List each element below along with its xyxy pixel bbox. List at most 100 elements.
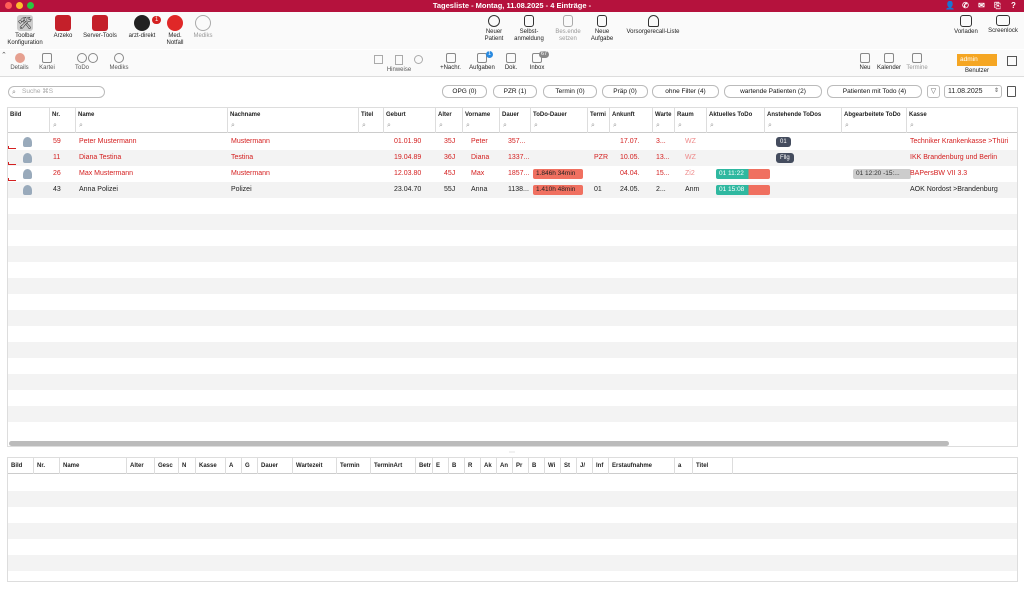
current-todo-bar[interactable]: 01 15:08: [716, 185, 770, 195]
column-header[interactable]: Vorname ⌕: [463, 108, 500, 133]
mediks-small-button[interactable]: Mediks: [106, 53, 132, 71]
details-button[interactable]: Details: [7, 53, 32, 71]
phone-icon[interactable]: ✆: [962, 1, 969, 10]
column-header[interactable]: Name ⌕: [76, 108, 228, 133]
column-header[interactable]: Nr. ⌕: [50, 108, 76, 133]
new-task-button[interactable]: Neue Aufgabe: [588, 15, 616, 42]
column-filter-icon[interactable]: ⌕: [613, 122, 617, 129]
column-filter-icon[interactable]: ⌕: [362, 122, 366, 129]
new-appointment-button[interactable]: Neu: [856, 53, 874, 71]
tasks-button[interactable]: Aufgaben 1: [469, 51, 495, 71]
column-header[interactable]: Bild: [8, 458, 34, 474]
column-header[interactable]: Kasse: [196, 458, 226, 474]
close-window-button[interactable]: [5, 2, 12, 9]
column-filter-icon[interactable]: ⌕: [79, 122, 83, 129]
column-header[interactable]: Inf: [593, 458, 609, 474]
column-header[interactable]: Nachname ⌕: [228, 108, 359, 133]
pending-todo-badge[interactable]: Fllg: [776, 153, 794, 163]
help-icon[interactable]: ?: [1011, 1, 1016, 10]
column-header[interactable]: Raum ⌕: [675, 108, 707, 133]
column-header[interactable]: Termi ⌕: [588, 108, 610, 133]
column-header[interactable]: a: [675, 458, 693, 474]
column-header[interactable]: Ak: [481, 458, 497, 474]
column-header[interactable]: Ankunft ⌕: [610, 108, 653, 133]
zoom-window-button[interactable]: [27, 2, 34, 9]
column-header[interactable]: Titel: [693, 458, 733, 474]
end-visit-button[interactable]: Bes.ende setzen: [553, 15, 583, 42]
stepper-icon[interactable]: ⇕: [993, 88, 999, 94]
column-header[interactable]: Titel ⌕: [359, 108, 384, 133]
filter-praep-button[interactable]: Präp (0): [602, 85, 648, 98]
column-header[interactable]: St: [561, 458, 577, 474]
home-icon[interactable]: [374, 55, 383, 64]
documents-button[interactable]: Dok.: [502, 53, 520, 71]
column-header[interactable]: Name: [60, 458, 127, 474]
table-row[interactable]: 11 Diana Testina Testina 19.04.89 36J Diana 13…: [8, 150, 1017, 166]
column-filter-icon[interactable]: ⌕: [439, 122, 443, 129]
calendar-button[interactable]: Kalender: [876, 53, 902, 71]
column-header[interactable]: Alter ⌕: [436, 108, 463, 133]
column-header[interactable]: Anstehende ToDos ⌕: [765, 108, 842, 133]
check-icon[interactable]: [88, 53, 98, 63]
column-header[interactable]: Warte ⌕: [653, 108, 675, 133]
table-row[interactable]: 43 Anna Polizei Polizei 23.04.70 55J Anna 1138…: [8, 182, 1017, 198]
column-header[interactable]: Erstaufnahme: [609, 458, 675, 474]
column-filter-icon[interactable]: ⌕: [678, 122, 682, 129]
column-filter-icon[interactable]: ⌕: [231, 122, 235, 129]
filter-waiting-button[interactable]: wartende Patienten (2): [724, 85, 822, 98]
inbox-button[interactable]: Inbox 67: [529, 51, 550, 71]
column-filter-icon[interactable]: ⌕: [845, 122, 849, 129]
completed-todo-bar[interactable]: 01 12:20 -15:...: [853, 169, 911, 179]
column-filter-icon[interactable]: ⌕: [387, 122, 391, 129]
column-header[interactable]: ToDo-Dauer ⌕: [531, 108, 588, 133]
column-header[interactable]: R: [465, 458, 481, 474]
med-notfall-button[interactable]: Med. Notfall: [164, 15, 186, 46]
column-filter-icon[interactable]: ⌕: [503, 122, 507, 129]
preload-button[interactable]: Vorladen: [950, 15, 982, 36]
column-header[interactable]: Wartezeit: [293, 458, 337, 474]
document-icon[interactable]: [395, 55, 403, 65]
screenlock-button[interactable]: Screenlock: [985, 15, 1021, 35]
mail-icon[interactable]: ✉: [978, 1, 985, 10]
mediks-button[interactable]: Mediks: [191, 15, 215, 40]
column-header[interactable]: Betr: [416, 458, 433, 474]
filter-termin-button[interactable]: Termin (0): [543, 85, 597, 98]
column-header[interactable]: Bild: [8, 108, 50, 133]
export-icon[interactable]: ⎘: [994, 1, 1001, 10]
column-header[interactable]: Alter: [127, 458, 155, 474]
column-header[interactable]: Geburt ⌕: [384, 108, 436, 133]
column-header[interactable]: Pr: [513, 458, 529, 474]
trash-icon[interactable]: [1007, 86, 1016, 97]
column-header[interactable]: Gesc: [155, 458, 179, 474]
column-filter-icon[interactable]: ⌕: [591, 122, 595, 129]
column-filter-icon[interactable]: ⌕: [910, 122, 914, 129]
filter-opg-button[interactable]: OPG (0): [442, 85, 487, 98]
user-field[interactable]: admin: [957, 54, 997, 66]
arzeko-button[interactable]: Arzeko: [50, 15, 76, 40]
filter-todo-button[interactable]: Patienten mit Todo (4): [827, 85, 922, 98]
alarm-icon[interactable]: [414, 55, 423, 64]
table-row[interactable]: 26 Max Mustermann Mustermann 12.03.80 45J Max…: [8, 166, 1017, 182]
column-filter-icon[interactable]: ⌕: [710, 122, 714, 129]
column-header[interactable]: Abgearbeitete ToDo ⌕: [842, 108, 907, 133]
person-icon[interactable]: 👤: [945, 1, 955, 10]
column-filter-icon[interactable]: ⌕: [534, 122, 538, 129]
column-header[interactable]: G: [242, 458, 258, 474]
column-filter-icon[interactable]: ⌕: [466, 122, 470, 129]
todo-button[interactable]: ToDo: [72, 53, 92, 71]
column-header[interactable]: A: [226, 458, 242, 474]
search-input[interactable]: ⌕ Suche ⌘S: [8, 86, 105, 98]
column-header[interactable]: An: [497, 458, 513, 474]
horizontal-scrollbar[interactable]: [9, 441, 949, 446]
table-row[interactable]: 59 Peter Mustermann Mustermann 01.01.90 35J P…: [8, 134, 1017, 150]
column-header[interactable]: E: [433, 458, 449, 474]
column-header[interactable]: Wi: [545, 458, 561, 474]
new-patient-button[interactable]: Neuer Patient: [482, 15, 506, 42]
column-filter-icon[interactable]: ⌕: [53, 122, 57, 129]
toolbar-config-button[interactable]: 🛠 Toolbar Konfiguration: [7, 15, 43, 46]
self-checkin-button[interactable]: Selbst-anmeldung: [511, 15, 547, 42]
network-icon[interactable]: [1007, 56, 1017, 66]
filter-pzr-button[interactable]: PZR (1): [493, 85, 537, 98]
funnel-icon[interactable]: ▽: [927, 85, 940, 98]
column-header[interactable]: Aktuelles ToDo ⌕: [707, 108, 765, 133]
